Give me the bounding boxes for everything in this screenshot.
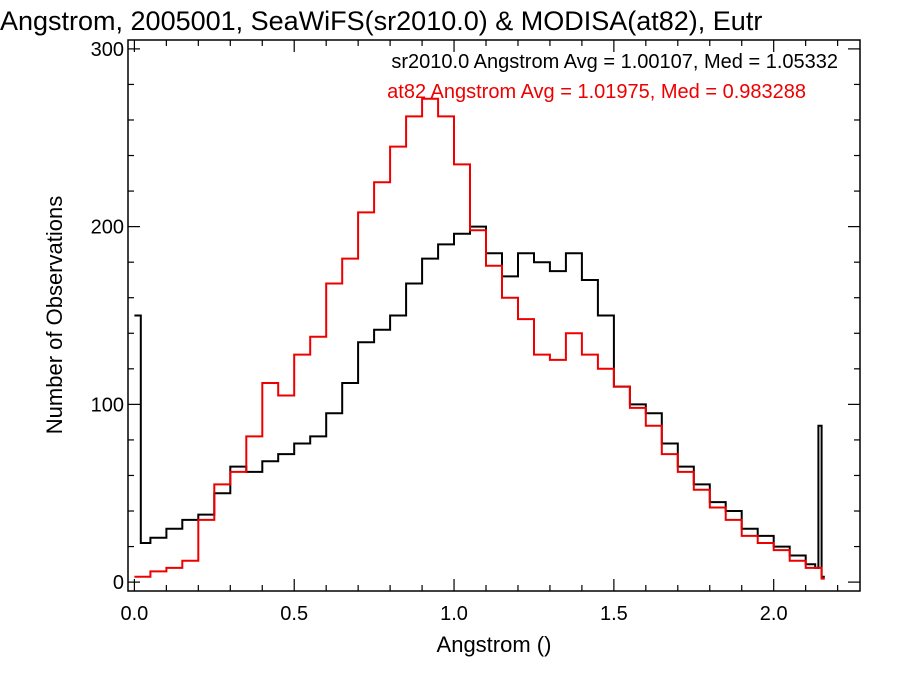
x-tick-label: 1.5 — [600, 603, 628, 625]
x-tick-label: 0.0 — [120, 603, 148, 625]
x-tick-label: 2.0 — [760, 603, 788, 625]
series-line — [134, 97, 825, 580]
x-tick-labels: 0.0 0.5 1.0 1.5 2.0 — [120, 603, 787, 625]
axis-ticks — [128, 40, 860, 591]
plot-frame — [127, 39, 861, 592]
y-tick-labels: 0 100 200 300 — [91, 39, 124, 594]
series-layer — [134, 97, 825, 580]
annotation-at82: at82 Angstrom Avg = 1.01975, Med = 0.983… — [387, 81, 806, 103]
y-tick-label: 100 — [91, 394, 124, 416]
y-axis-label: Number of Observations — [42, 196, 67, 434]
series-at82 — [134, 97, 825, 580]
annotation-sr2010: sr2010.0 Angstrom Avg = 1.00107, Med = 1… — [391, 51, 838, 73]
chart-title: Angstrom, 2005001, SeaWiFS(sr2010.0) & M… — [0, 6, 762, 36]
y-tick-label: 300 — [91, 39, 124, 61]
series-line — [134, 225, 825, 578]
x-tick-label: 0.5 — [280, 603, 308, 625]
x-axis-label: Angstrom () — [437, 632, 552, 657]
series-sr2010.0 — [134, 225, 825, 578]
y-tick-label: 0 — [113, 572, 124, 594]
y-tick-label: 200 — [91, 217, 124, 239]
x-tick-label: 1.0 — [440, 603, 468, 625]
